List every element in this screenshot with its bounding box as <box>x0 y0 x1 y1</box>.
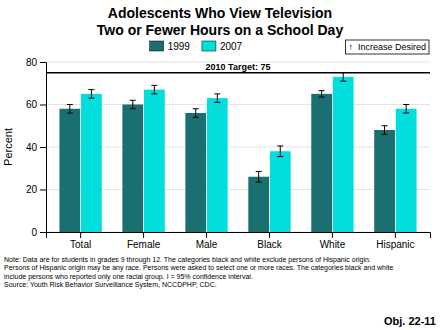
increase-label: ↑ Increase Desired <box>348 42 426 52</box>
x-tick: Hispanic <box>376 232 414 250</box>
tick-label: 80 <box>26 57 38 68</box>
bar <box>81 94 102 232</box>
error-bar <box>214 94 220 103</box>
y-axis-label: Percent <box>2 128 14 166</box>
tick-mark <box>40 147 46 148</box>
error-bar <box>151 85 157 94</box>
error-bar <box>193 109 199 118</box>
title-line: Adolescents Who View Television <box>108 5 332 21</box>
bar <box>122 105 143 233</box>
y-axis: 0 20 40 60 80 <box>26 57 47 238</box>
legend-label: 2007 <box>220 41 243 52</box>
tick-mark <box>40 105 46 106</box>
legend-swatch <box>150 41 164 51</box>
annotation-box <box>345 40 429 54</box>
tick-mark <box>395 232 396 238</box>
axis-domain <box>40 63 47 233</box>
error-bar <box>340 73 346 82</box>
y-tick: 0 <box>31 227 46 238</box>
error-bar <box>403 105 409 114</box>
target-label: 2010 Target: 75 <box>206 62 271 72</box>
bar <box>185 113 206 232</box>
tick-label: 60 <box>26 99 38 110</box>
legend-label: 1999 <box>168 41 191 52</box>
error-bar <box>382 126 388 135</box>
tick-label: Hispanic <box>376 239 414 250</box>
tick-label: Female <box>127 239 161 250</box>
tick-label: Black <box>257 239 282 250</box>
x-tick: Female <box>127 232 161 250</box>
error-bar <box>319 91 325 97</box>
bar <box>59 109 80 232</box>
legend-swatch <box>202 41 216 51</box>
error-bars <box>88 73 409 157</box>
y-tick: 60 <box>26 99 46 110</box>
x-tick: Total <box>70 232 91 250</box>
tick-mark <box>269 232 270 238</box>
tick-mark <box>40 232 46 233</box>
tick-mark <box>40 190 46 191</box>
bar <box>144 90 165 232</box>
tick-label: White <box>320 239 346 250</box>
note-line: include persons who reported only one ra… <box>4 273 253 281</box>
note-line: Persons of Hispanic origin may be any ra… <box>4 264 393 272</box>
title-line: Two or Fewer Hours on a School Day <box>97 22 344 38</box>
grid-line <box>46 189 430 190</box>
legend-item: 1999 <box>150 41 191 52</box>
grid-line <box>46 147 430 148</box>
tick-mark <box>332 232 333 238</box>
grid <box>46 62 430 232</box>
error-bars <box>67 91 388 182</box>
bar <box>333 77 354 232</box>
grid-line <box>46 104 430 105</box>
error-bar <box>88 90 94 99</box>
y-tick: 40 <box>26 142 46 153</box>
x-axis: Total Female Male Black White Hispanic <box>47 232 431 250</box>
error-bar <box>67 105 73 114</box>
bar <box>207 98 228 232</box>
target-line <box>46 72 430 74</box>
series <box>81 77 416 232</box>
increase-annotation: ↑ Increase Desired <box>345 40 429 54</box>
bar <box>396 109 417 232</box>
tick-mark <box>143 232 144 238</box>
note-line: Source: Youth Risk Behavior Surveillance… <box>4 281 217 289</box>
error-bar <box>256 171 262 182</box>
note: Note: Data are for students in grades 9 … <box>4 256 393 289</box>
corner-label: Obj. 22-11 <box>384 315 436 327</box>
tick-label: 0 <box>31 227 37 238</box>
tick-mark <box>206 232 207 238</box>
bar <box>270 151 291 232</box>
tick-label: Male <box>196 239 218 250</box>
chart-container: Adolescents Who View TelevisionTwo or Fe… <box>0 0 440 330</box>
plot: 0 20 40 60 80 Total Female Male Black White Hispan… <box>26 57 431 250</box>
marks <box>46 73 430 232</box>
legend: 1999 2007 <box>150 41 243 52</box>
title: Adolescents Who View TelevisionTwo or Fe… <box>97 5 344 38</box>
tick-label: 20 <box>26 184 38 195</box>
x-tick: Male <box>196 232 218 250</box>
x-tick: White <box>320 232 346 250</box>
note-line: Note: Data are for students in grades 9 … <box>4 256 371 264</box>
bar <box>311 94 332 232</box>
chart-svg: Adolescents Who View TelevisionTwo or Fe… <box>0 0 440 330</box>
bar <box>248 177 269 232</box>
legend-item: 2007 <box>202 41 243 52</box>
axis-domain <box>47 233 431 239</box>
tick-label: 40 <box>26 142 38 153</box>
bar <box>374 130 395 232</box>
tick-label: Total <box>70 239 91 250</box>
error-bar <box>130 100 136 109</box>
x-tick: Black <box>257 232 282 250</box>
y-tick: 80 <box>26 57 46 68</box>
y-tick: 20 <box>26 184 46 195</box>
tick-mark <box>80 232 81 238</box>
tick-mark <box>40 62 46 63</box>
error-bar <box>277 146 283 157</box>
